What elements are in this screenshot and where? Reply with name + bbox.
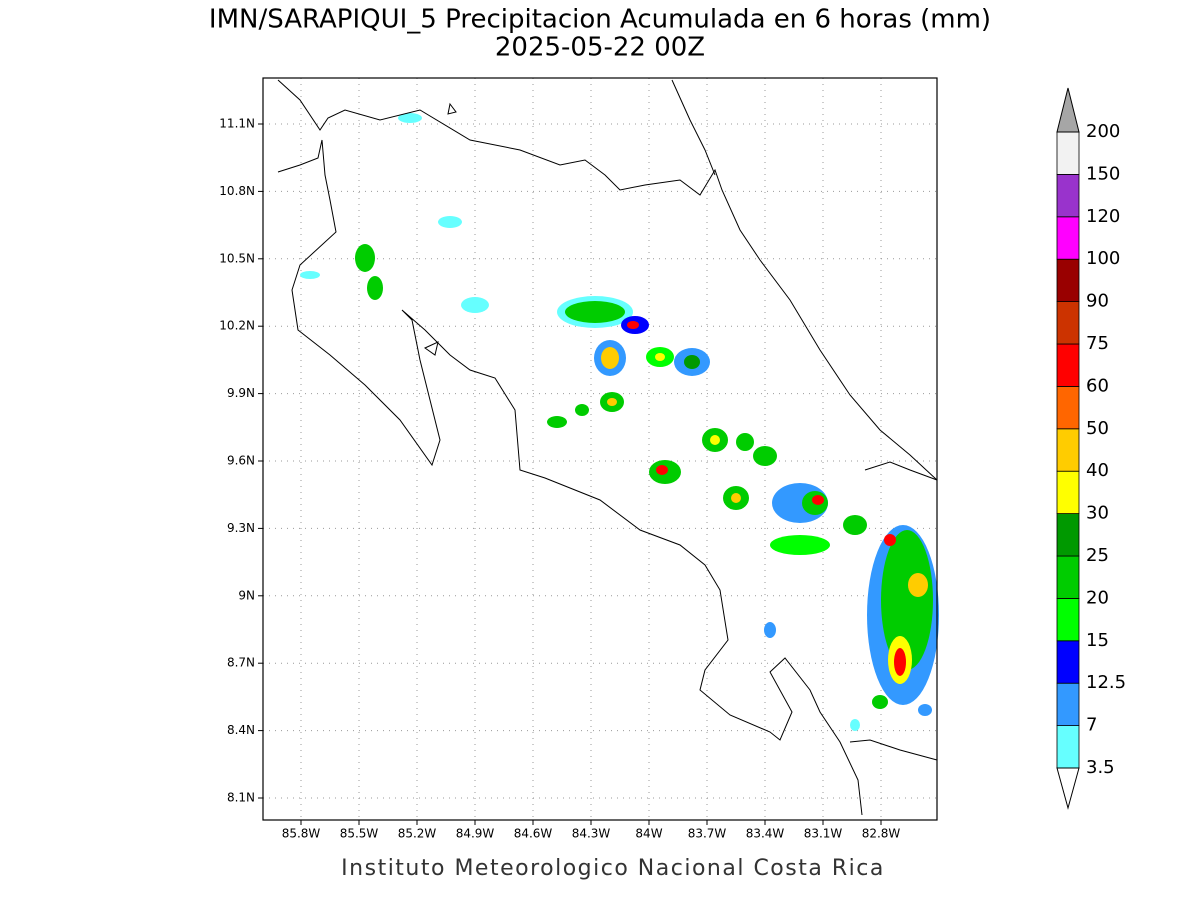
- colorbar-segment: [1056, 131, 1080, 175]
- colorbar-segment: [1056, 725, 1080, 769]
- x-tick-label: 82.8W: [862, 827, 901, 841]
- colorbar-label: 120: [1086, 206, 1120, 227]
- colorbar-segment: [1056, 385, 1080, 430]
- colorbar-label: 50: [1086, 418, 1109, 439]
- colorbar-segment: [1056, 343, 1080, 387]
- colorbar-segment: [1056, 258, 1080, 303]
- y-tick-label: 10.8N: [219, 184, 255, 198]
- colorbar-label: 20: [1086, 587, 1109, 608]
- y-tick-label: 8.1N: [227, 791, 255, 805]
- colorbar-label: 60: [1086, 375, 1109, 396]
- colorbar-segment: [1056, 216, 1080, 260]
- x-tick-label: 85.5W: [340, 827, 379, 841]
- coastlines: [277, 79, 938, 816]
- colorbar-label: 12.5: [1086, 672, 1126, 693]
- x-tick-label: 85.8W: [282, 827, 321, 841]
- colorbar-label: 40: [1086, 460, 1109, 481]
- colorbar: 3.5 7 12.5 15 20 25 30 40 50 60 75 90 100 120 150 200: [1056, 87, 1126, 810]
- footer: Instituto Meteorologico Nacional Costa R…: [341, 856, 885, 881]
- y-tick-label: 9.9N: [227, 386, 255, 400]
- y-tick-label: 9.6N: [227, 454, 255, 468]
- y-tick-label: 8.7N: [227, 656, 255, 670]
- colorbar-segment: [1056, 470, 1080, 515]
- y-tick-label: 9N: [238, 588, 255, 602]
- subtitle: 2025-05-22 00Z: [495, 33, 705, 63]
- y-tick-label: 10.5N: [219, 251, 255, 265]
- colorbar-segment: [1056, 173, 1080, 218]
- colorbar-label: 30: [1086, 503, 1109, 524]
- x-tick-label: 83.7W: [688, 827, 727, 841]
- x-tick-label: 83.1W: [804, 827, 843, 841]
- colorbar-label: 3.5: [1086, 757, 1115, 778]
- colorbar-label: 200: [1086, 121, 1120, 142]
- x-tick-label: 84W: [635, 827, 662, 841]
- colorbar-segment: [1056, 598, 1080, 642]
- colorbar-label: 7: [1086, 715, 1097, 736]
- precip-areas: [300, 113, 939, 731]
- colorbar-label: 150: [1086, 163, 1120, 184]
- y-tick-label: 10.2N: [219, 319, 255, 333]
- y-tick-label: 11.1N: [219, 117, 255, 131]
- colorbar-label: 75: [1086, 333, 1109, 354]
- colorbar-segment: [1056, 428, 1080, 472]
- colorbar-label: 100: [1086, 248, 1120, 269]
- y-tick-label: 8.4N: [227, 723, 255, 737]
- colorbar-segment: [1056, 682, 1080, 727]
- title: IMN/SARAPIQUI_5 Precipitacion Acumulada …: [209, 5, 991, 35]
- colorbar-segment: [1056, 640, 1080, 684]
- colorbar-segment: [1056, 555, 1080, 599]
- colorbar-under: [1056, 767, 1080, 810]
- x-tick-label: 83.4W: [746, 827, 785, 841]
- colorbar-segment: [1056, 301, 1080, 345]
- colorbar-label: 90: [1086, 291, 1109, 312]
- x-tick-label: 84.9W: [456, 827, 495, 841]
- x-tick-label: 84.6W: [514, 827, 553, 841]
- colorbar-label: 25: [1086, 545, 1109, 566]
- colorbar-segment: [1056, 513, 1080, 557]
- colorbar-over: [1056, 87, 1080, 133]
- y-tick-label: 9.3N: [227, 521, 255, 535]
- x-tick-label: 84.3W: [572, 827, 611, 841]
- map-frame: [262, 77, 938, 821]
- colorbar-label: 15: [1086, 630, 1109, 651]
- x-tick-label: 85.2W: [398, 827, 437, 841]
